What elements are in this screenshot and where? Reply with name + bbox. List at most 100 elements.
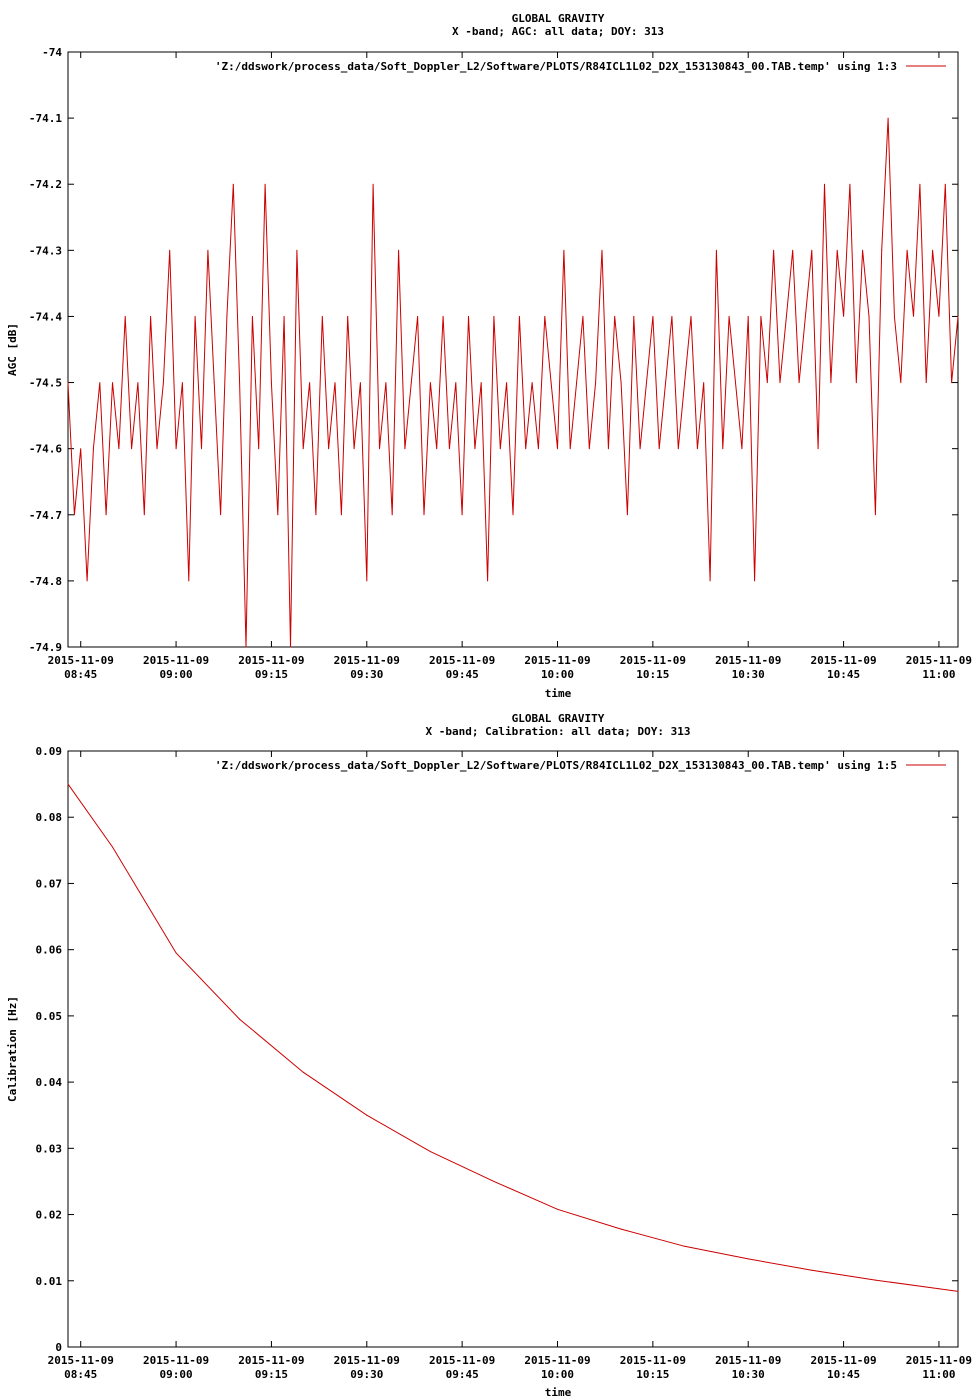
y-tick-label: -74.5 — [29, 377, 62, 390]
y-tick-label: -74.4 — [29, 310, 62, 323]
data-point — [887, 117, 889, 119]
x-axis-label: time — [545, 1386, 572, 1399]
data-point — [188, 580, 190, 582]
data-point — [951, 382, 953, 384]
x-tick-time: 10:45 — [827, 668, 860, 681]
x-tick-date: 2015-11-09 — [715, 1354, 781, 1367]
data-point — [270, 382, 272, 384]
data-point — [906, 249, 908, 251]
data-point — [290, 646, 291, 648]
data-point — [518, 315, 520, 317]
data-point — [112, 382, 113, 384]
data-point — [588, 448, 590, 450]
data-point — [156, 448, 158, 450]
y-tick-label: 0.07 — [36, 877, 63, 890]
data-point — [398, 249, 400, 251]
data-point — [175, 448, 177, 450]
data-point — [480, 382, 482, 384]
data-point — [245, 646, 247, 648]
data-point — [321, 315, 323, 317]
data-point — [703, 382, 705, 384]
x-tick-time: 09:15 — [255, 1368, 288, 1381]
y-tick-label: -74.8 — [29, 575, 62, 588]
data-point — [665, 382, 667, 384]
data-point — [633, 315, 635, 317]
x-tick-time: 10:15 — [636, 1368, 669, 1381]
data-point — [722, 448, 724, 450]
x-tick-time: 10:30 — [732, 668, 765, 681]
x-tick-date: 2015-11-09 — [48, 1354, 114, 1367]
x-tick-time: 09:30 — [350, 668, 383, 681]
y-tick-label: 0 — [55, 1341, 62, 1354]
data-point — [862, 249, 864, 251]
data-point — [766, 382, 768, 384]
data-point — [213, 382, 215, 384]
data-point — [652, 315, 654, 317]
data-point — [938, 315, 940, 317]
data-point — [493, 1180, 495, 1182]
y-tick-label: 0.08 — [36, 811, 63, 824]
data-point — [309, 382, 311, 384]
data-point — [131, 448, 133, 450]
legend-label: 'Z:/ddswork/process_data/Soft_Doppler_L2… — [215, 60, 897, 73]
data-point — [569, 448, 571, 450]
data-point — [118, 448, 120, 450]
data-point — [201, 448, 202, 450]
data-point — [646, 382, 647, 384]
data-point — [302, 1071, 304, 1073]
y-axis-label: Calibration [Hz] — [6, 996, 19, 1102]
data-point — [239, 1018, 241, 1020]
data-point — [207, 249, 209, 251]
data-point — [919, 183, 921, 185]
data-point — [112, 846, 113, 848]
data-point — [785, 315, 787, 317]
x-tick-date: 2015-11-09 — [715, 654, 781, 667]
data-point — [550, 382, 552, 384]
data-point — [843, 315, 845, 317]
data-point — [747, 1258, 749, 1260]
x-tick-date: 2015-11-09 — [524, 1354, 590, 1367]
y-tick-label: 0.03 — [36, 1142, 63, 1155]
x-tick-date: 2015-11-09 — [238, 654, 304, 667]
x-tick-date: 2015-11-09 — [429, 1354, 495, 1367]
data-point — [563, 249, 565, 251]
y-axis-label: AGC [dB] — [6, 323, 19, 376]
data-point — [353, 448, 355, 450]
data-point — [181, 382, 183, 384]
x-tick-time: 10:30 — [732, 1368, 765, 1381]
data-point — [169, 249, 171, 251]
y-tick-label: 0.09 — [36, 745, 63, 758]
data-point — [735, 382, 736, 384]
data-point — [302, 448, 304, 450]
x-tick-time: 11:00 — [922, 1368, 955, 1381]
x-tick-time: 10:45 — [827, 1368, 860, 1381]
y-tick-label: 0.02 — [36, 1209, 63, 1222]
data-point — [537, 448, 539, 450]
data-point — [347, 315, 349, 317]
data-point — [855, 382, 857, 384]
y-tick-label: 0.06 — [36, 944, 63, 957]
x-tick-date: 2015-11-09 — [620, 1354, 686, 1367]
y-tick-label: 0.04 — [36, 1076, 63, 1089]
data-point — [92, 448, 94, 450]
series-line — [67, 783, 959, 1292]
x-tick-time: 08:45 — [64, 668, 97, 681]
data-point — [607, 448, 609, 450]
data-point — [957, 315, 959, 317]
data-point — [709, 580, 711, 582]
data-point — [264, 183, 266, 185]
chart-title: GLOBAL GRAVITY — [512, 712, 605, 725]
data-point — [461, 514, 463, 516]
data-point — [754, 580, 756, 582]
data-point — [811, 1269, 813, 1271]
data-point — [576, 382, 578, 384]
data-point — [251, 315, 253, 317]
data-point — [404, 448, 406, 450]
data-point — [639, 448, 641, 450]
x-tick-date: 2015-11-09 — [429, 654, 495, 667]
x-tick-time: 09:15 — [255, 668, 288, 681]
data-point — [830, 382, 832, 384]
y-tick-label: 0.01 — [36, 1275, 63, 1288]
data-point — [99, 382, 101, 384]
